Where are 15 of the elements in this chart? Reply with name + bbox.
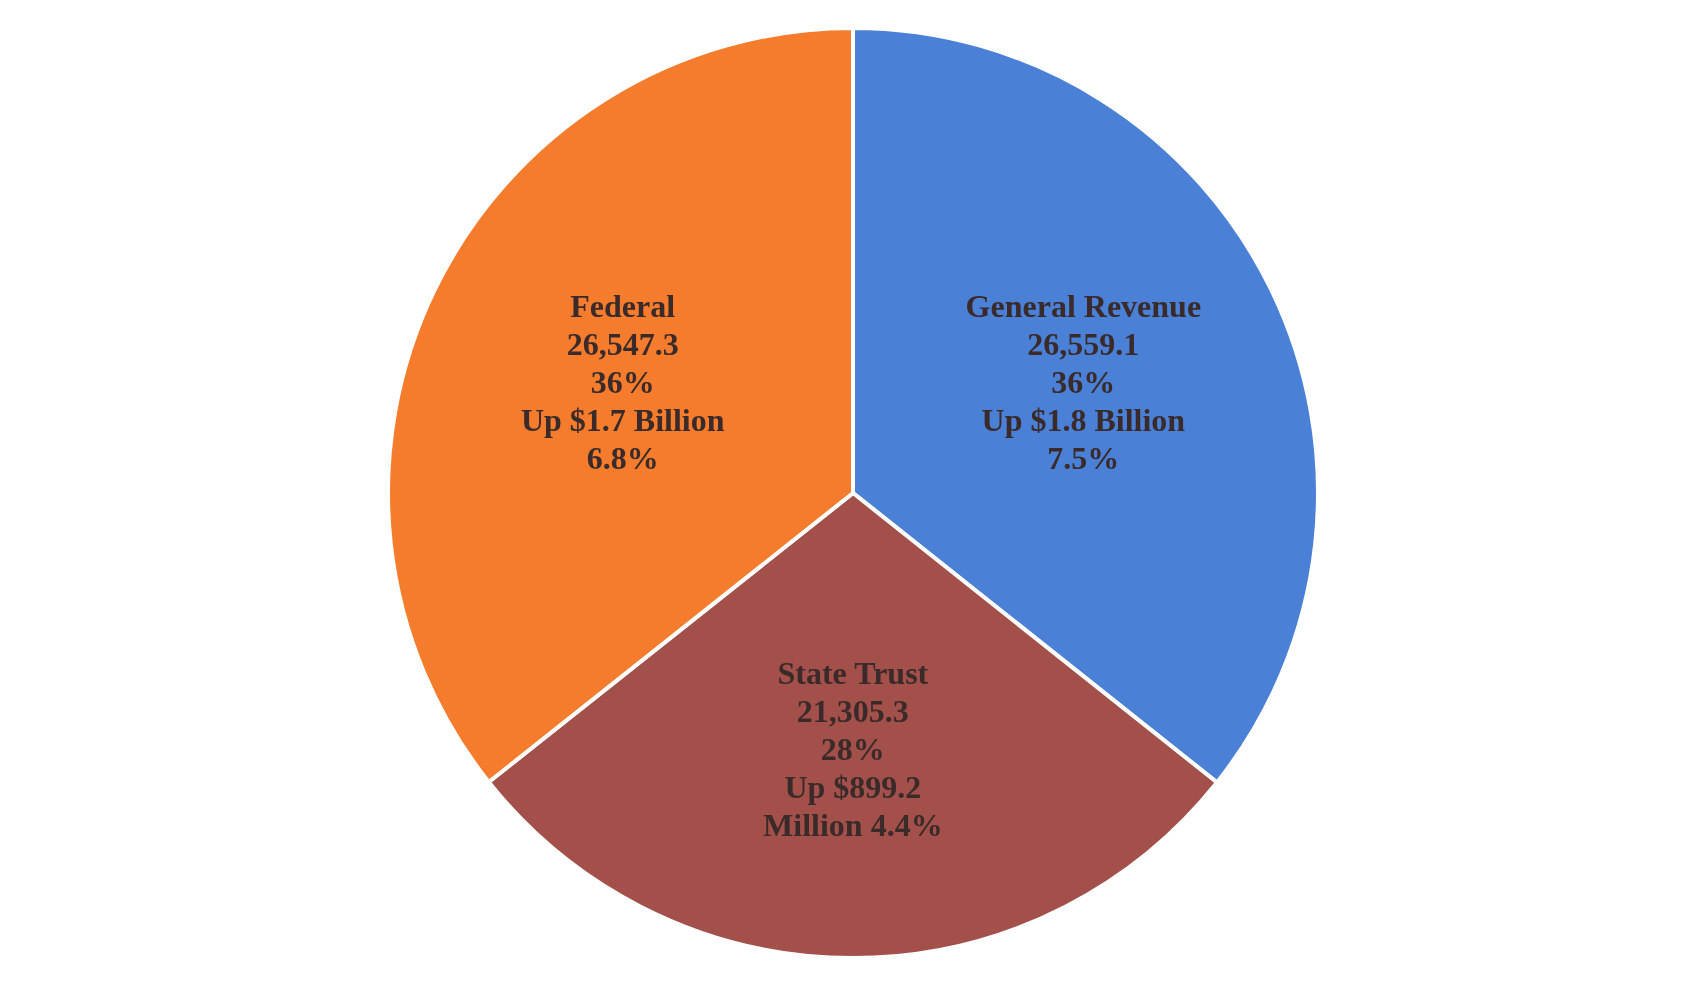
text: Up $1.8 Billion — [981, 401, 1186, 438]
data-label: 26,559.1 — [1027, 325, 1140, 362]
slice-label: Federal — [570, 287, 676, 324]
data-label: 21,305.3 — [796, 692, 909, 729]
slice-label: State Trust — [777, 654, 929, 691]
text: 6.8% — [586, 439, 659, 476]
slice-label: General Revenue — [965, 287, 1202, 324]
text: 28% — [820, 730, 885, 767]
text: 36% — [1051, 363, 1116, 400]
text: 36% — [590, 363, 655, 400]
text: Million 4.4% — [763, 806, 943, 843]
text: Up $1.7 Billion — [520, 401, 725, 438]
text: 7.5% — [1047, 439, 1120, 476]
data-label: 26,547.3 — [566, 325, 679, 362]
text: Up $899.2 — [784, 768, 922, 805]
